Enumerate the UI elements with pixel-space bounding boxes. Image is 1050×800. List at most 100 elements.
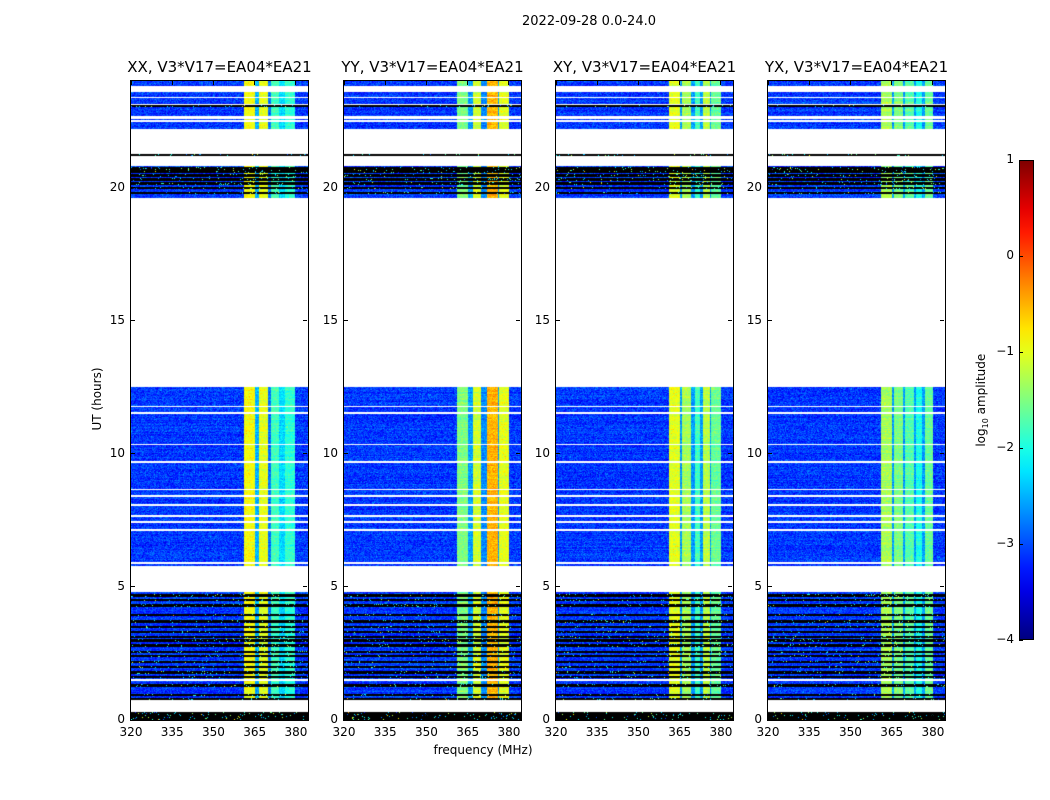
y-tick-label: 0: [330, 712, 338, 726]
y-tick: [131, 187, 135, 188]
x-tick: [637, 81, 639, 85]
y-tick-label: 10: [534, 445, 550, 460]
y-tick: [940, 586, 944, 588]
y-tick-label: 15: [534, 312, 550, 327]
y-tick: [768, 586, 772, 588]
x-tick: [254, 81, 256, 85]
x-tick: [295, 715, 297, 719]
y-tick: [303, 453, 307, 455]
y-tick-label: 20: [746, 179, 762, 194]
x-tick: [679, 715, 681, 719]
x-tick-label: 335: [797, 725, 821, 739]
y-tick-label: 0: [117, 712, 125, 726]
x-tick: [555, 715, 557, 719]
y-tick: [516, 320, 520, 322]
x-tick: [849, 715, 851, 719]
x-tick: [171, 81, 173, 85]
x-tick-label: 380: [284, 725, 308, 739]
x-tick: [171, 715, 173, 719]
y-tick: [344, 719, 348, 721]
colorbar-tick: [1019, 543, 1023, 545]
y-tick: [728, 586, 732, 588]
x-tick: [384, 81, 386, 85]
panel-title: YY, V3*V17=EA04*EA21: [341, 58, 524, 76]
x-tick: [467, 715, 469, 719]
y-tick: [940, 453, 944, 455]
x-tick-label: 320: [332, 725, 356, 739]
colorbar-tick-label: −3: [996, 536, 1014, 550]
y-tick: [768, 453, 772, 455]
y-tick-label: 5: [330, 578, 338, 593]
y-tick: [344, 320, 348, 322]
panel-title: XY, V3*V17=EA04*EA21: [552, 58, 737, 76]
y-tick: [728, 453, 732, 455]
x-tick: [343, 715, 345, 719]
y-tick: [556, 719, 560, 721]
y-tick-label: 20: [534, 179, 550, 194]
x-tick: [130, 715, 132, 719]
x-tick-label: 350: [202, 725, 225, 739]
colorbar-tick-label: −1: [996, 344, 1014, 358]
y-tick-label: 0: [754, 712, 762, 726]
x-tick-label: 380: [921, 725, 945, 739]
axes-frame: [767, 80, 946, 721]
y-tick: [940, 719, 944, 721]
x-tick: [932, 715, 934, 719]
colorbar-tick: [1019, 351, 1023, 353]
x-tick-label: 335: [160, 725, 184, 739]
x-tick: [212, 81, 214, 85]
y-tick: [556, 187, 560, 188]
y-axis-label: UT (hours): [90, 367, 104, 431]
y-tick: [131, 320, 135, 322]
y-tick: [131, 586, 135, 588]
y-tick-label: 20: [322, 179, 338, 194]
x-tick-label: 350: [839, 725, 862, 739]
colorbar-tick: [1019, 255, 1023, 257]
heatmap-image: [344, 81, 521, 720]
y-tick: [768, 320, 772, 322]
x-tick-label: 335: [585, 725, 609, 739]
x-tick-label: 335: [373, 725, 397, 739]
x-tick-label: 350: [415, 725, 438, 739]
x-tick-label: 380: [709, 725, 733, 739]
x-axis-label: frequency (MHz): [433, 743, 533, 757]
x-tick: [637, 715, 639, 719]
x-tick: [384, 715, 386, 719]
y-tick: [940, 187, 944, 188]
axes-frame: [555, 80, 734, 721]
y-tick-label: 5: [754, 578, 762, 593]
y-tick: [556, 320, 560, 322]
x-tick-label: 320: [544, 725, 568, 739]
y-tick: [556, 453, 560, 455]
y-tick: [728, 719, 732, 721]
colorbar-label-sub: 10: [981, 418, 991, 429]
colorbar: [1019, 160, 1034, 640]
y-tick: [768, 719, 772, 721]
x-tick: [808, 81, 810, 85]
x-tick: [720, 81, 722, 85]
x-tick: [508, 81, 510, 85]
x-tick: [808, 715, 810, 719]
x-tick: [767, 715, 769, 719]
y-tick-label: 10: [746, 445, 762, 460]
y-tick-label: 0: [542, 712, 550, 726]
y-tick-label: 15: [322, 312, 338, 327]
x-tick: [932, 81, 934, 85]
x-tick: [212, 715, 214, 719]
y-tick-label: 15: [109, 312, 125, 327]
heatmap-image: [556, 81, 733, 720]
x-tick-label: 365: [668, 725, 692, 739]
x-tick-label: 365: [456, 725, 480, 739]
colorbar-tick: [1019, 447, 1023, 449]
heatmap-panel-xx: 320 335 350 365 380 0 5 10 15 20: [110, 80, 309, 739]
x-tick: [425, 715, 427, 719]
y-tick: [516, 719, 520, 721]
x-tick: [130, 81, 132, 85]
y-tick: [303, 586, 307, 588]
x-tick-label: 365: [880, 725, 904, 739]
x-tick-label: 320: [119, 725, 143, 739]
x-tick: [295, 81, 297, 85]
y-tick-label: 5: [542, 578, 550, 593]
x-tick: [555, 81, 557, 85]
y-tick-label: 10: [322, 445, 338, 460]
